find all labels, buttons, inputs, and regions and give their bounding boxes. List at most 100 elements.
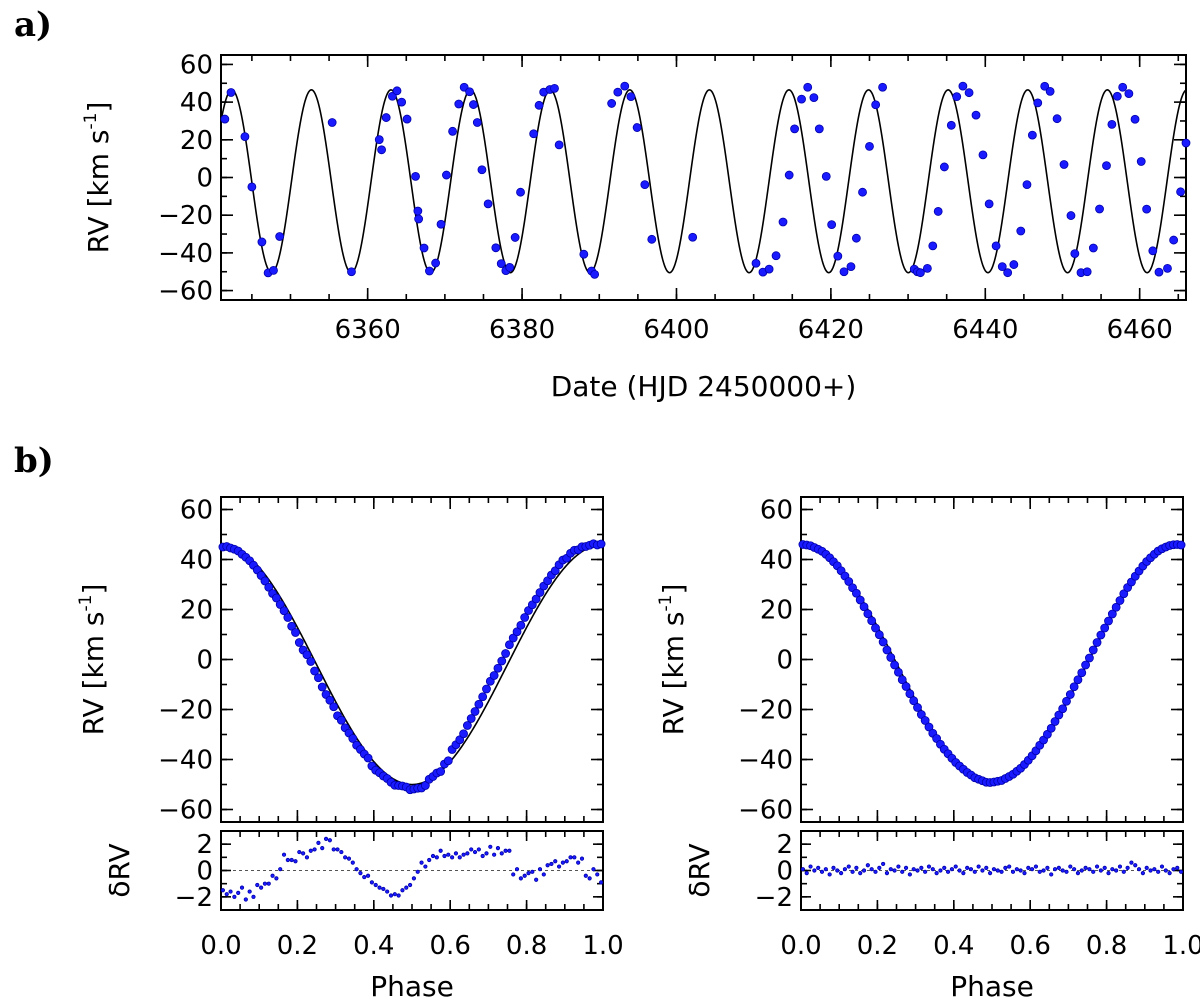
residual-point: [827, 872, 832, 877]
residual-point: [434, 855, 439, 860]
y-axis-a-tick-label: 40: [180, 88, 213, 118]
residual-point: [388, 893, 394, 898]
rv-point: [462, 721, 472, 730]
residual-point: [583, 873, 588, 878]
x-axis-a-tick-label: 6460: [1107, 315, 1173, 345]
residual-point: [1075, 871, 1081, 876]
rv-point: [1062, 696, 1071, 706]
rv-point: [1119, 589, 1129, 599]
rv-point: [1003, 268, 1013, 278]
plot-frame-b-left: [220, 496, 604, 823]
residual-point: [1045, 865, 1050, 870]
rv-point: [1016, 226, 1026, 236]
residual-point: [934, 871, 939, 876]
rv-point: [846, 262, 856, 272]
rv-point: [859, 602, 869, 612]
y-axis-tick-label: 20: [180, 596, 213, 626]
rv-point: [283, 613, 293, 622]
rv-point: [897, 675, 907, 685]
residual-point: [842, 867, 848, 872]
rv-point: [493, 663, 503, 673]
rv-point: [554, 140, 564, 150]
residual-point: [220, 888, 226, 893]
residual-point: [873, 869, 878, 874]
plot-frame-a: [220, 54, 1187, 301]
rv-point: [291, 628, 300, 637]
residual-point: [1091, 869, 1096, 874]
residual-point: [812, 868, 817, 873]
residual-point: [877, 865, 882, 870]
ylabel-text: RV [km s: [657, 612, 690, 736]
rv-point: [483, 199, 493, 209]
x-axis-a-tick-label: 6380: [489, 315, 555, 345]
ylabel-superscript: -1: [81, 113, 101, 130]
rv-point: [271, 593, 281, 603]
residual-point: [526, 871, 531, 876]
rv-point: [997, 262, 1007, 272]
residual-point: [1022, 871, 1027, 876]
rv-point: [477, 165, 487, 175]
rv-point: [1176, 540, 1186, 550]
rv-point: [520, 613, 530, 622]
ylabel-superscript: -1: [656, 595, 676, 612]
residual-point: [1037, 869, 1042, 874]
residual-point: [800, 867, 806, 872]
residual-point: [236, 890, 241, 895]
residual-point: [1133, 863, 1138, 868]
rv-point: [325, 695, 335, 705]
rv-point: [844, 577, 854, 586]
residual-point: [1014, 867, 1019, 872]
rv-point: [590, 269, 600, 279]
rv-point: [220, 114, 230, 124]
rv-point: [939, 162, 949, 172]
rv-point: [1040, 81, 1050, 91]
residual-point: [304, 855, 310, 860]
axis-ticks-b-right: −60 −40 −20 0 20 40 60: [738, 496, 1184, 826]
rv-point: [269, 266, 278, 275]
x-axis-a-tick-label: 6440: [952, 315, 1018, 345]
axis-ticks-a: 6360 6380 6400 6420 6440 6460 −60 −40 −20 0 20 40 60: [158, 50, 1186, 345]
residual-point: [945, 869, 951, 874]
residual-point: [1010, 869, 1016, 874]
residual-ticks-b-left: 0.0 0.2 0.4 0.6 0.8 1.0 −202: [175, 830, 624, 961]
rv-point: [751, 258, 761, 268]
rv-point: [894, 667, 903, 677]
rv-point: [508, 633, 518, 643]
y-axis-tick-label: 40: [760, 546, 793, 576]
residual-point: [453, 851, 459, 856]
residual-point: [530, 869, 535, 874]
rv-point: [632, 123, 642, 132]
rv-point: [381, 113, 391, 122]
y-axis-tick-label: −20: [738, 696, 793, 726]
x-axis-a-tick-label: 6400: [643, 315, 709, 345]
residual-point: [484, 851, 489, 856]
residual-point: [469, 847, 474, 852]
rv-point: [474, 699, 484, 709]
rv-point: [516, 620, 526, 630]
rv-point: [1081, 660, 1090, 670]
residual-axis-label-b-left: δRV: [103, 843, 136, 897]
rv-point: [1092, 638, 1102, 647]
rv-point: [851, 588, 861, 598]
x-axis-label-a: Date (HJD 2450000+): [551, 370, 857, 403]
residual-point: [850, 869, 855, 874]
rv-point: [501, 649, 510, 658]
rv-point: [1052, 114, 1062, 124]
residual-point: [407, 882, 413, 888]
rv-point: [946, 120, 956, 130]
rv-point: [1095, 204, 1104, 214]
y-axis-tick-label: 60: [180, 496, 213, 526]
rv-point: [1100, 623, 1110, 633]
rv-data-points-b-left: [218, 539, 606, 795]
rv-point: [436, 219, 446, 229]
residual-point: [995, 868, 1000, 873]
residual-point: [556, 864, 562, 869]
y-axis-tick-label: −60: [158, 796, 213, 826]
rv-point: [275, 600, 285, 609]
residual-point: [1064, 869, 1069, 874]
residual-point: [854, 865, 859, 870]
residual-point: [285, 857, 290, 863]
rv-point: [1118, 82, 1128, 92]
rv-point: [279, 606, 289, 616]
rv-point: [1107, 609, 1117, 619]
